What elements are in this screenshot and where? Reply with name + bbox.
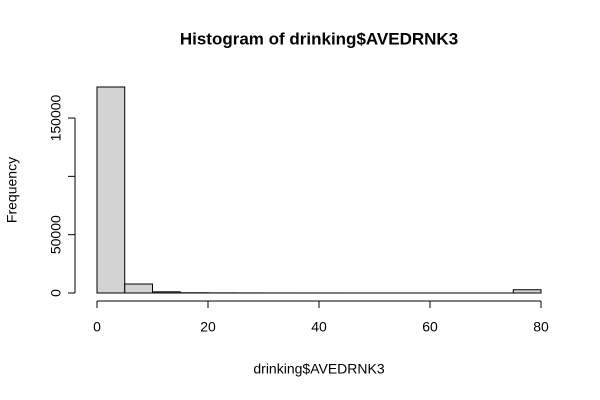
bar bbox=[512, 289, 542, 294]
y-tick-label: 50000 bbox=[48, 215, 64, 254]
bar bbox=[152, 291, 181, 294]
x-tick-label: 0 bbox=[93, 319, 101, 335]
chart-title: Histogram of drinking$AVEDRNK3 bbox=[180, 29, 458, 48]
x-axis-label: drinking$AVEDRNK3 bbox=[253, 361, 384, 377]
x-tick-label: 20 bbox=[200, 319, 216, 335]
x-tick-label: 60 bbox=[422, 319, 438, 335]
bar bbox=[124, 283, 153, 294]
y-tick-label: 0 bbox=[48, 289, 64, 297]
y-tick-label: 150000 bbox=[48, 94, 64, 141]
x-tick-label: 40 bbox=[311, 319, 327, 335]
bar bbox=[96, 86, 126, 294]
y-axis-label: Frequency bbox=[4, 157, 20, 223]
x-tick-label: 80 bbox=[533, 319, 549, 335]
